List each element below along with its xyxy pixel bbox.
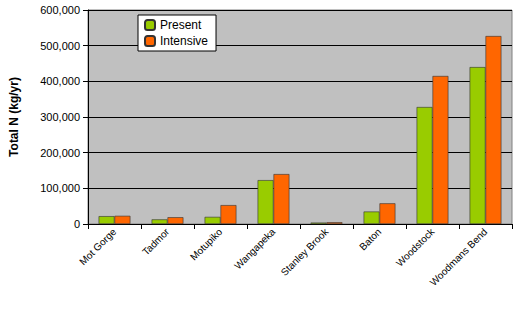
svg-text:Baton: Baton [357,226,383,252]
svg-text:Tadmor: Tadmor [140,226,172,258]
svg-text:Woodstock: Woodstock [394,226,437,269]
svg-text:Total N (kg/yr): Total N (kg/yr) [7,77,21,157]
svg-text:Present: Present [160,18,202,32]
svg-text:300,000: 300,000 [40,111,80,123]
svg-text:500,000: 500,000 [40,40,80,52]
svg-text:Stanley Brook: Stanley Brook [279,226,331,278]
svg-text:Mot Gorge: Mot Gorge [77,226,118,267]
svg-text:200,000: 200,000 [40,147,80,159]
svg-text:100,000: 100,000 [40,182,80,194]
svg-text:Intensive: Intensive [160,34,208,48]
svg-text:Motupiko: Motupiko [188,226,225,263]
svg-text:600,000: 600,000 [40,4,80,16]
svg-text:Wangapeka: Wangapeka [232,226,278,272]
svg-text:0: 0 [74,218,80,230]
svg-text:400,000: 400,000 [40,75,80,87]
svg-text:Woodmans Bend: Woodmans Bend [428,226,490,288]
